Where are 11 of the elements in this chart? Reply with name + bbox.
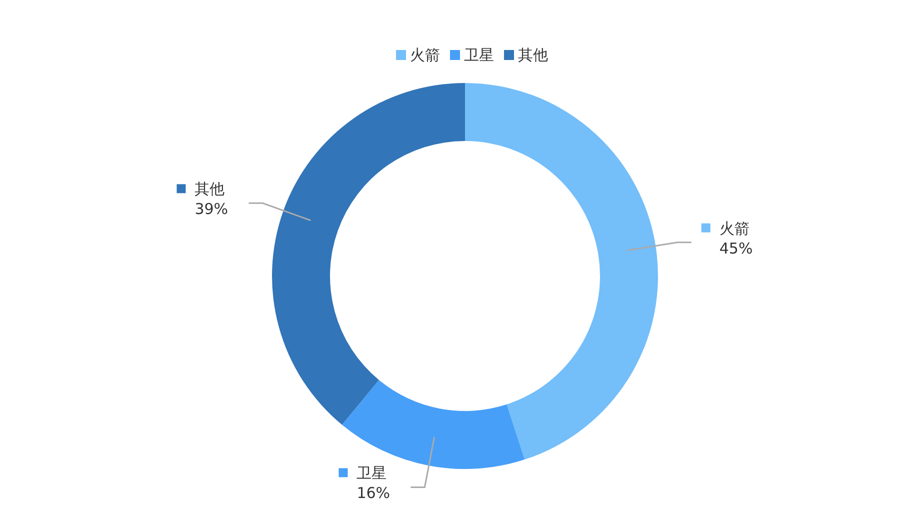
- data-label: 39%: [194, 200, 228, 218]
- data-label: 16%: [356, 484, 390, 502]
- category-label: 其他: [518, 46, 548, 64]
- legend-label: 卫星: [356, 464, 387, 482]
- legend-label: 火箭: [410, 46, 440, 64]
- legend-label: 其他: [194, 180, 225, 198]
- category-label: 火箭: [719, 219, 750, 238]
- category-label: 卫星: [464, 46, 494, 64]
- donut-slice: [272, 83, 465, 425]
- donut-slice: [465, 83, 658, 460]
- data-label: 45%: [719, 239, 753, 258]
